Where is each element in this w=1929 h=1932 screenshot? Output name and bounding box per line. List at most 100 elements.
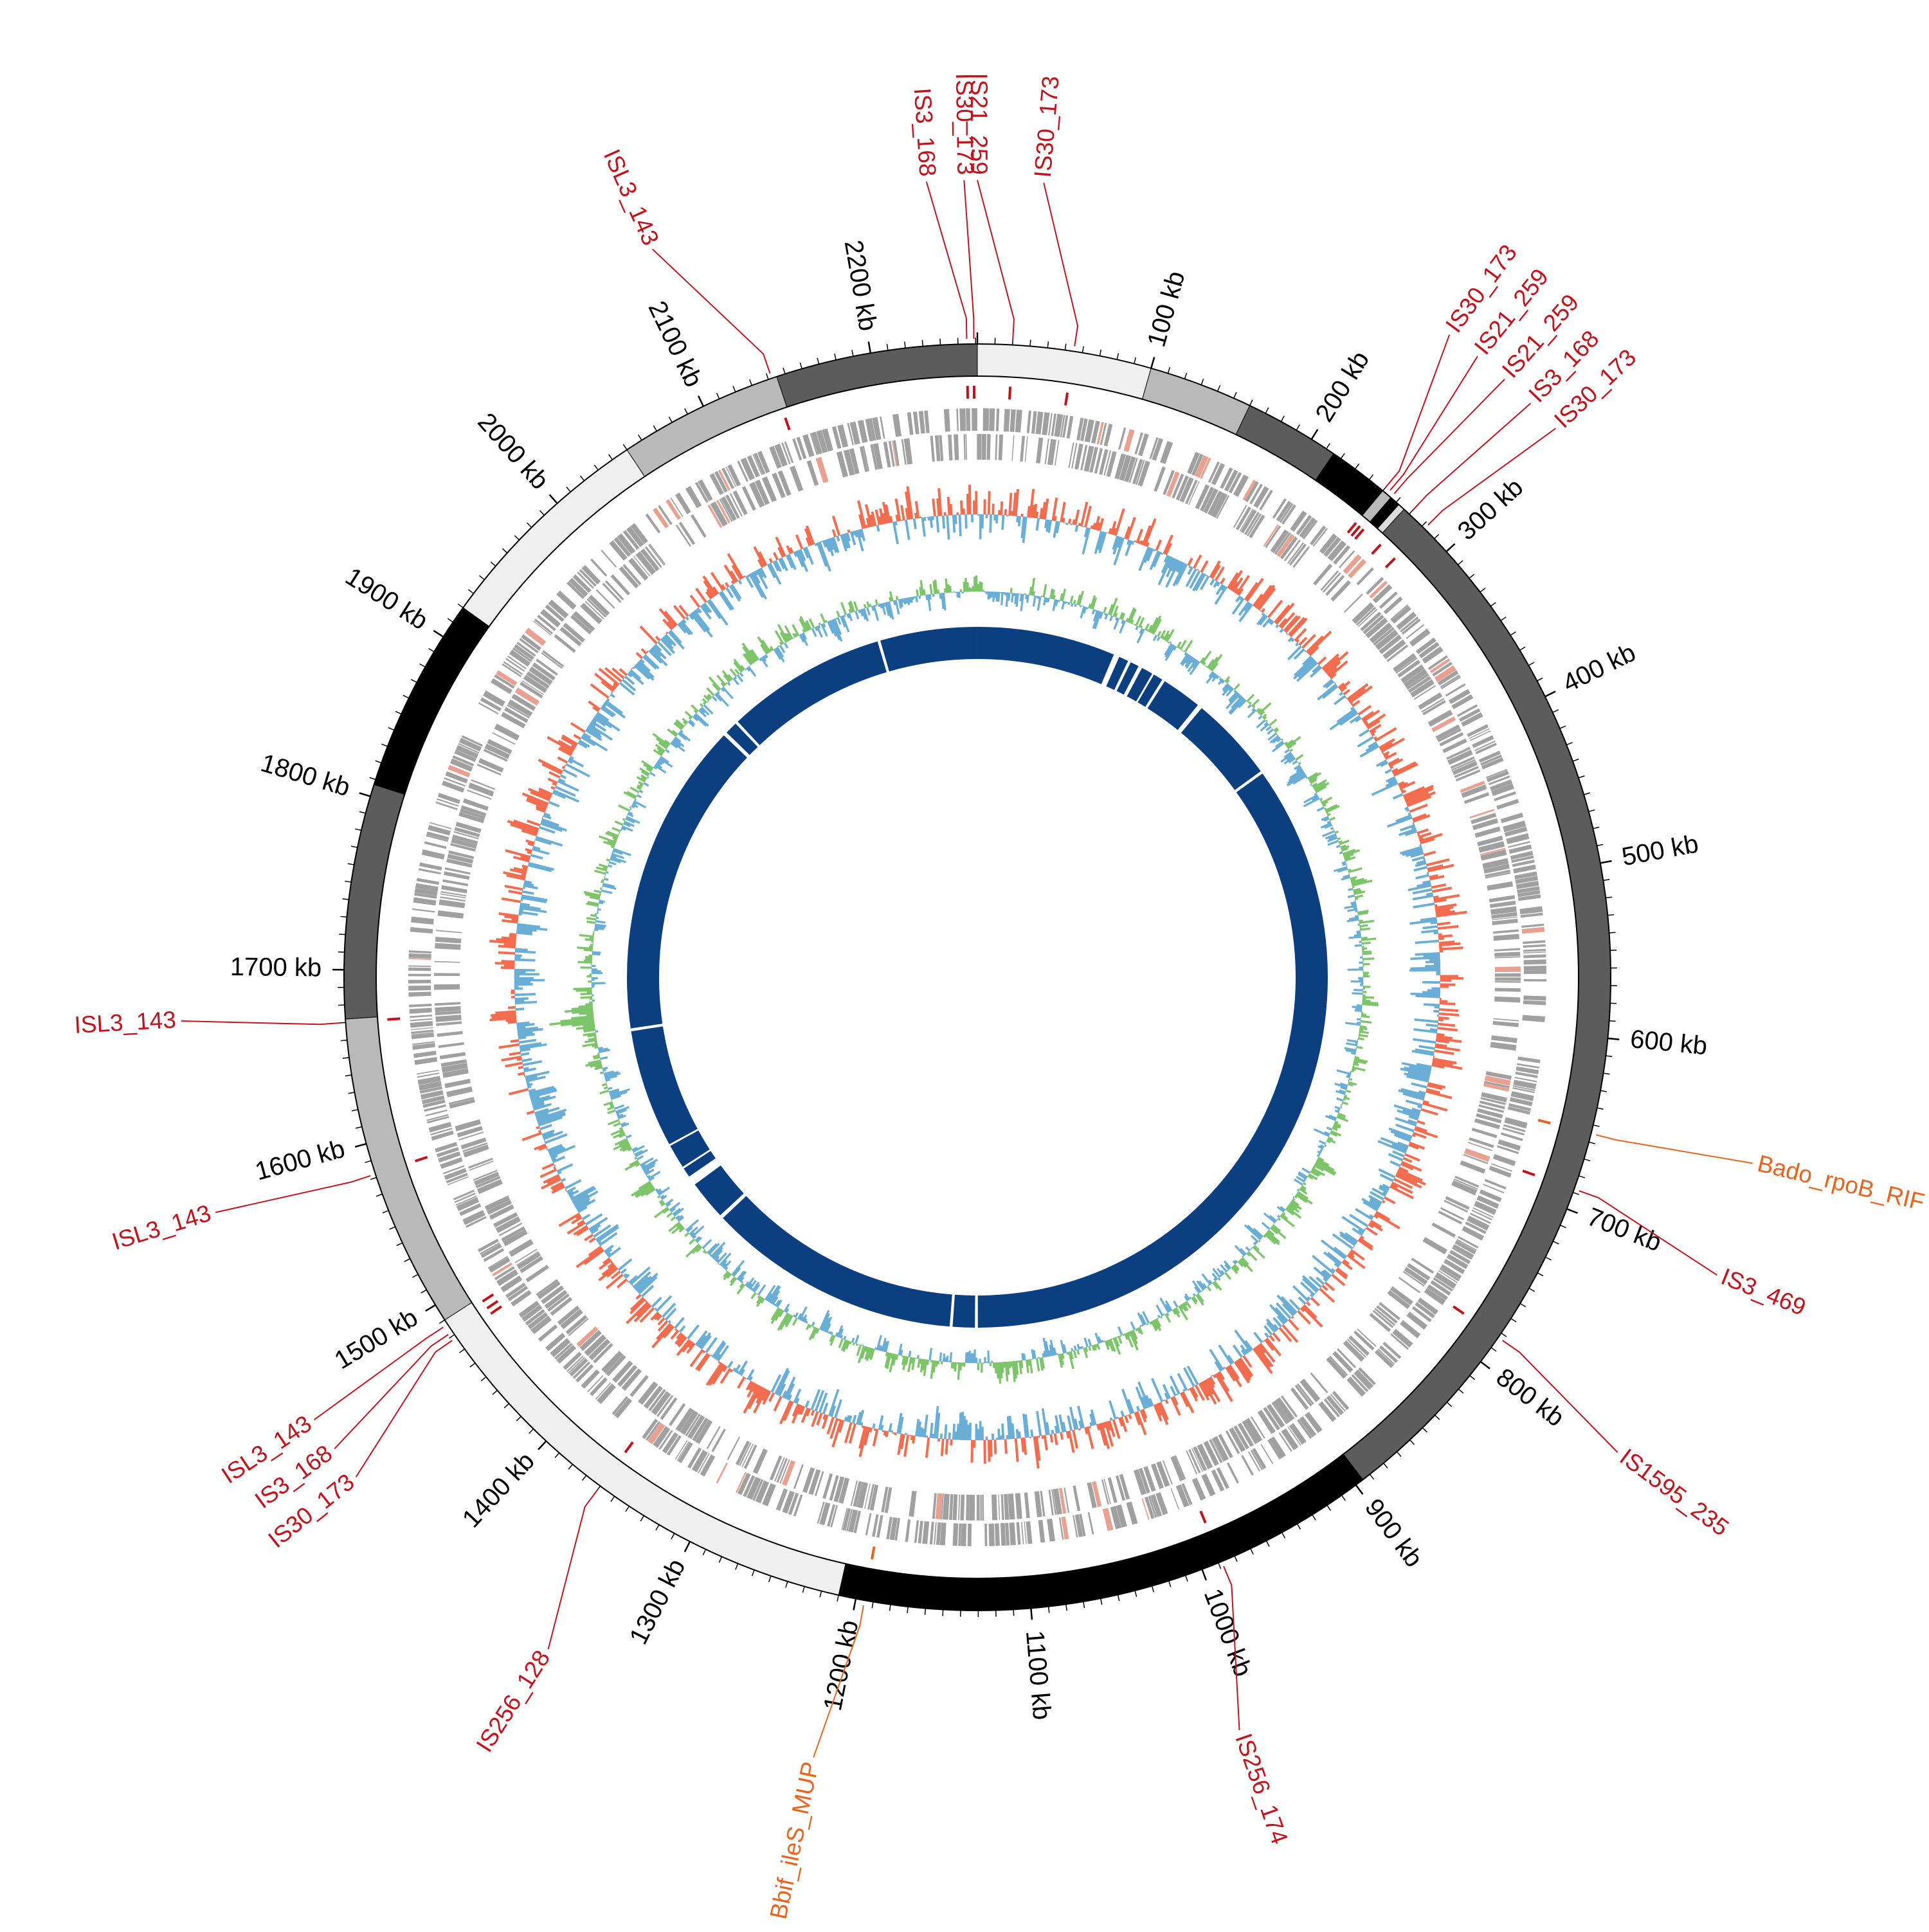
cds-block — [1313, 564, 1332, 586]
cds-block — [807, 460, 819, 486]
minor-tick — [1117, 353, 1118, 359]
cds-block — [1008, 1494, 1015, 1519]
cds-block — [966, 1495, 970, 1521]
cds-block — [1460, 1160, 1486, 1174]
cds-block — [1160, 441, 1173, 464]
cds-block — [439, 1042, 464, 1048]
cds-block — [1493, 1021, 1519, 1027]
minor-tick — [420, 664, 426, 667]
minor-tick — [1234, 392, 1236, 398]
minor-tick — [1470, 1375, 1475, 1379]
minor-tick — [1589, 1142, 1595, 1144]
minor-tick — [1546, 1257, 1552, 1259]
minor-tick — [1297, 1524, 1300, 1530]
minor-tick — [381, 744, 387, 746]
cds-block — [446, 1087, 473, 1097]
minor-tick — [1501, 617, 1506, 621]
minor-tick — [703, 1549, 705, 1555]
minor-tick — [1327, 1505, 1331, 1510]
minor-tick — [1250, 400, 1253, 406]
cds-block — [413, 1051, 437, 1058]
minor-tick — [1435, 1415, 1440, 1420]
minor-tick — [1218, 385, 1220, 391]
minor-tick — [468, 590, 473, 593]
cds-block — [1485, 1179, 1507, 1189]
cds-block — [1354, 1331, 1374, 1351]
cds-block — [412, 908, 435, 912]
minor-tick — [404, 1259, 410, 1261]
minor-tick — [1529, 1288, 1535, 1292]
feature-marker — [483, 1294, 494, 1301]
minor-tick — [1520, 1303, 1526, 1306]
cds-block — [865, 1513, 872, 1535]
major-tick — [1446, 544, 1454, 552]
tick-label: 2100 kb — [642, 296, 707, 391]
minor-tick — [1296, 425, 1300, 431]
feature-leader-line — [1596, 1135, 1752, 1163]
cds-block — [1009, 1522, 1015, 1545]
minor-tick — [1251, 1549, 1253, 1555]
minor-tick — [1281, 416, 1284, 422]
cds-block — [969, 1495, 974, 1521]
cds-block — [1088, 1512, 1094, 1535]
cds-block — [436, 1021, 462, 1026]
cds-block — [1252, 1448, 1266, 1469]
cds-block — [922, 1521, 929, 1544]
cds-block — [1357, 567, 1374, 585]
minor-tick — [1584, 793, 1590, 795]
cds-block — [435, 943, 460, 950]
cds-block — [1493, 929, 1519, 934]
cds-block — [919, 411, 925, 433]
minor-tick — [370, 777, 376, 779]
cds-block — [892, 414, 901, 437]
cds-block — [410, 1021, 433, 1028]
tick-label: 500 kb — [1620, 829, 1701, 871]
cds-block — [952, 1494, 957, 1520]
cds-block — [1024, 1492, 1030, 1518]
cds-block — [1523, 954, 1546, 958]
minor-tick — [351, 846, 358, 847]
minor-tick — [1435, 534, 1439, 539]
minor-tick — [1606, 897, 1612, 898]
minor-tick — [1469, 574, 1474, 578]
cds-block — [995, 1523, 1000, 1546]
contig-segment — [445, 1303, 846, 1595]
cds-block — [1001, 1494, 1004, 1520]
cds-block — [1004, 409, 1010, 431]
cds-block — [409, 950, 431, 953]
major-tick — [1031, 1608, 1032, 1620]
cds-block — [1523, 1000, 1546, 1006]
minor-tick — [348, 863, 354, 865]
minor-tick — [481, 1377, 486, 1381]
tick-label: 2000 kb — [472, 408, 554, 495]
minor-tick — [835, 354, 836, 360]
minor-tick — [1341, 1495, 1345, 1501]
minor-tick — [1560, 1225, 1566, 1228]
contig-segment — [344, 784, 404, 1019]
cds-block — [1001, 1523, 1006, 1546]
cds-block — [1524, 959, 1546, 964]
minor-tick — [1490, 602, 1496, 606]
cds-block — [408, 980, 431, 984]
minor-tick — [345, 881, 351, 883]
cds-block — [1010, 410, 1016, 432]
minor-tick — [1397, 1452, 1401, 1456]
minor-tick — [355, 829, 361, 830]
cds-block — [413, 898, 437, 906]
cds-block — [1432, 1222, 1456, 1238]
cds-block — [601, 550, 617, 568]
cds-block — [980, 1495, 982, 1521]
minor-tick — [555, 1453, 559, 1458]
cds-block — [907, 412, 914, 435]
cds-block — [1494, 952, 1520, 957]
cds-block — [958, 1524, 961, 1546]
minor-tick — [411, 680, 417, 683]
cds-block — [422, 849, 445, 860]
cds-block — [437, 1031, 463, 1037]
major-tick — [1545, 691, 1555, 696]
cds-block — [977, 1495, 980, 1521]
minor-tick — [611, 1496, 615, 1501]
minor-tick — [359, 811, 366, 813]
cds-block — [429, 1122, 452, 1133]
cds-block — [961, 1524, 966, 1546]
